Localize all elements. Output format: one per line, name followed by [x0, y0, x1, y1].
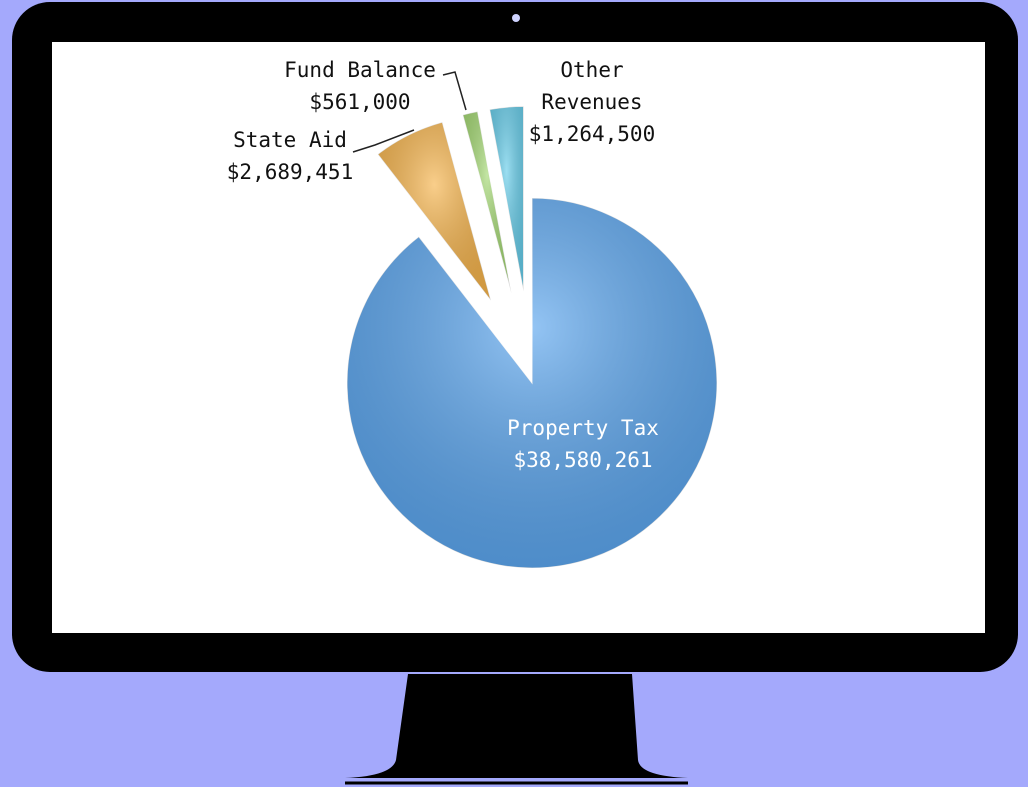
camera: [512, 14, 520, 22]
value-label: $1,264,500: [528, 122, 656, 146]
stand: [345, 674, 688, 778]
pie-slice: [346, 197, 718, 569]
slice-label: Property Tax: [507, 416, 659, 440]
slice-label: State Aid: [233, 128, 347, 152]
value-label: $561,000: [309, 90, 411, 114]
value-label: $38,580,261: [513, 448, 653, 472]
slice-label: Fund Balance: [284, 58, 436, 82]
slice-label: Other Revenues: [541, 58, 643, 114]
value-label: $2,689,451: [226, 160, 354, 184]
leader-line: [352, 129, 415, 153]
leader-line: [442, 71, 467, 111]
